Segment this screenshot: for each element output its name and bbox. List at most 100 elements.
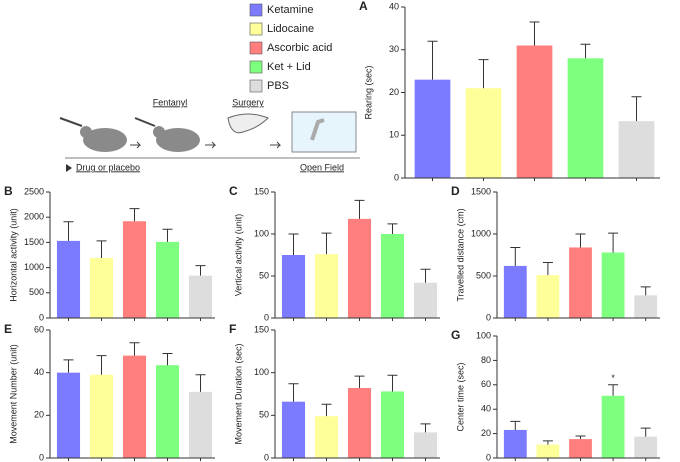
y-tick-label: 40 xyxy=(481,404,491,414)
y-axis-label: Movement Number (unit) xyxy=(8,344,18,444)
bar xyxy=(634,295,658,318)
panel-letter: D xyxy=(451,184,460,198)
error-bar xyxy=(608,384,619,396)
diagram-label: Surgery xyxy=(232,97,264,107)
error-bar xyxy=(321,232,332,255)
bar xyxy=(314,254,339,318)
y-tick-label: 150 xyxy=(254,324,269,334)
arrow xyxy=(130,141,142,149)
y-tick-label: 1500 xyxy=(24,237,44,247)
diagram-label: Drug or placebo xyxy=(76,162,140,172)
bar xyxy=(516,45,553,178)
error-bar xyxy=(420,268,431,283)
y-tick-label: 150 xyxy=(254,186,269,196)
y-tick-label: 1500 xyxy=(471,186,491,196)
panel-letter: F xyxy=(229,322,236,336)
error-bar xyxy=(575,233,586,248)
mouse-icon xyxy=(83,128,127,152)
chart: B Horizontal activity (unit) 0 500 1000 1500 2… xyxy=(4,184,215,322)
y-tick-label: 500 xyxy=(476,270,491,280)
mouse-icon xyxy=(80,126,92,138)
chart: G Center time (sec) 0 20 40 60 80 100 * xyxy=(451,328,660,462)
y-axis-label: Movement Duration (sec) xyxy=(233,343,243,444)
y-axis-label: Travelled distance (cm) xyxy=(455,208,465,301)
bar xyxy=(569,247,592,318)
error-bar xyxy=(162,228,173,242)
bar xyxy=(413,432,438,458)
open-field-icon xyxy=(291,111,357,153)
bar xyxy=(56,240,81,318)
error-bar xyxy=(387,374,398,392)
y-tick-label: 0 xyxy=(486,452,491,462)
y-tick-label: 0 xyxy=(486,312,491,322)
error-bar xyxy=(195,374,206,392)
bar xyxy=(503,429,527,458)
mouse-icon xyxy=(310,118,325,141)
bar xyxy=(281,255,306,318)
bar xyxy=(122,355,147,458)
y-tick-label: 100 xyxy=(254,367,269,377)
y-tick-label: 500 xyxy=(29,287,44,297)
panel-letter: E xyxy=(4,322,12,336)
bar xyxy=(601,395,625,458)
panel-letter: B xyxy=(4,184,13,198)
y-axis-label: Rearing (sec) xyxy=(363,65,373,119)
error-bar xyxy=(631,96,642,122)
error-bar xyxy=(63,221,74,241)
error-bar xyxy=(321,403,332,417)
legend-swatch xyxy=(249,41,263,55)
error-bar xyxy=(580,43,591,59)
y-tick-label: 20 xyxy=(389,87,399,97)
mouse-icon xyxy=(156,128,200,152)
diagram-label: Open Field xyxy=(300,162,344,172)
bar xyxy=(536,444,560,458)
bar xyxy=(601,252,625,318)
error-bar xyxy=(640,286,651,296)
error-bar xyxy=(96,355,107,375)
error-bar xyxy=(63,359,74,373)
chart: E Movement Number (unit) 0 20 40 60 xyxy=(4,322,215,462)
legend-label: Ketamine xyxy=(267,4,313,16)
y-tick-label: 40 xyxy=(34,367,44,377)
bar xyxy=(380,234,405,318)
y-axis-label: Vertical activity (unit) xyxy=(233,214,243,297)
y-tick-label: 60 xyxy=(34,324,44,334)
bar xyxy=(618,121,655,178)
y-tick-label: 0 xyxy=(264,452,269,462)
y-axis-label: Center time (sec) xyxy=(455,362,465,431)
y-tick-label: 0 xyxy=(39,452,44,462)
error-bar xyxy=(195,265,206,276)
error-bar xyxy=(510,246,521,266)
bar xyxy=(281,401,306,458)
y-tick-label: 0 xyxy=(394,172,399,182)
syringe-icon xyxy=(134,117,156,127)
error-bar xyxy=(288,233,299,255)
y-axis-label: Horizontal activity (unit) xyxy=(8,208,18,302)
syringe-icon xyxy=(59,117,83,127)
y-tick-label: 1000 xyxy=(471,228,491,238)
y-tick-label: 0 xyxy=(39,312,44,322)
bar xyxy=(347,388,372,458)
y-tick-label: 2000 xyxy=(24,212,44,222)
bar xyxy=(569,439,592,458)
error-bar xyxy=(129,342,140,356)
y-tick-label: 0 xyxy=(264,312,269,322)
y-tick-label: 40 xyxy=(389,1,399,11)
arrow xyxy=(205,141,217,149)
legend-label: PBS xyxy=(267,80,289,92)
panel-letter: C xyxy=(229,184,238,198)
bar xyxy=(380,391,405,458)
error-bar xyxy=(162,352,173,366)
bar xyxy=(536,275,560,318)
bar xyxy=(56,372,81,458)
mouse-icon xyxy=(153,126,165,138)
y-tick-label: 100 xyxy=(476,330,491,340)
error-bar xyxy=(129,208,140,222)
bar xyxy=(503,265,527,318)
bar xyxy=(414,79,451,178)
bar xyxy=(188,275,213,318)
legend-label: Ket + Lid xyxy=(267,61,311,73)
legend-swatch xyxy=(249,22,263,36)
error-bar xyxy=(478,59,489,89)
